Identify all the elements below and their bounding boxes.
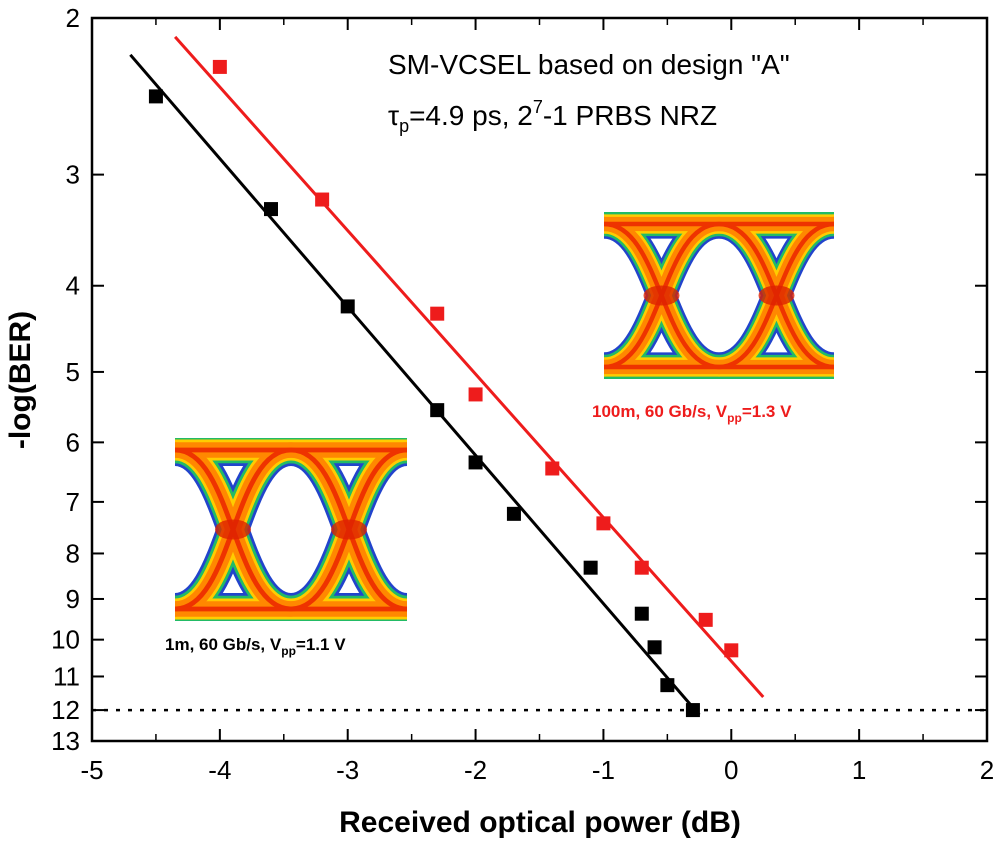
tau-value: =4.9 ps, 2 bbox=[409, 100, 533, 131]
data-point-series-1 bbox=[647, 640, 662, 655]
data-point-series-2 bbox=[468, 387, 483, 402]
x-tick-label: 1 bbox=[852, 755, 866, 785]
x-tick-label: -2 bbox=[464, 755, 487, 785]
tau-symbol: τ bbox=[388, 100, 399, 131]
data-point-series-2 bbox=[698, 612, 713, 627]
fit-line-series-2 bbox=[173, 35, 765, 698]
y-tick-label: 11 bbox=[53, 661, 80, 691]
y-tick-label: 9 bbox=[66, 584, 80, 614]
y-tick-label: 10 bbox=[51, 625, 80, 655]
y-tick-label: 2 bbox=[66, 3, 80, 33]
x-tick-label: 0 bbox=[724, 755, 738, 785]
y-tick-label: 13 bbox=[51, 726, 80, 756]
prbs-exponent: 7 bbox=[533, 97, 543, 117]
data-point-series-1 bbox=[264, 202, 278, 217]
data-point-series-1 bbox=[660, 678, 675, 693]
eye-caption-100m: 100m, 60 Gb/s, Vpp=1.3 V bbox=[592, 402, 792, 425]
data-point-series-1 bbox=[506, 506, 521, 521]
data-point-series-2 bbox=[430, 306, 445, 321]
y-axis-title: -log(BER) bbox=[4, 311, 37, 449]
eye-crossing bbox=[331, 519, 367, 540]
eye-caption-1m: 1m, 60 Gb/s, Vpp=1.1 V bbox=[165, 635, 346, 658]
annotation-title: SM-VCSEL based on design "A" bbox=[388, 49, 790, 80]
prbs-rest: -1 PRBS NRZ bbox=[543, 100, 717, 131]
y-tick-label: 8 bbox=[66, 538, 80, 568]
x-tick-label: -3 bbox=[336, 755, 359, 785]
data-point-series-2 bbox=[596, 516, 611, 531]
y-tick-label: 6 bbox=[66, 427, 80, 457]
data-point-series-2 bbox=[315, 192, 330, 207]
data-point-series-1 bbox=[583, 560, 598, 575]
x-tick-label: -4 bbox=[208, 755, 231, 785]
plot-frame bbox=[90, 16, 989, 743]
eye-diagram-100m bbox=[604, 212, 834, 379]
y-tick-label: 3 bbox=[66, 160, 80, 190]
eye-crossing bbox=[758, 285, 795, 306]
data-point-series-2 bbox=[545, 461, 560, 476]
y-tick-label: 7 bbox=[66, 487, 80, 517]
data-point-series-1 bbox=[685, 703, 700, 718]
eye-crossing bbox=[643, 285, 680, 306]
x-axis-title: Received optical power (dB) bbox=[339, 806, 741, 839]
y-tick-label: 12 bbox=[51, 695, 80, 725]
data-points bbox=[148, 59, 739, 718]
x-tick-label: -1 bbox=[592, 755, 615, 785]
y-tick-label: 5 bbox=[66, 357, 80, 387]
data-point-series-1 bbox=[148, 89, 163, 104]
fit-lines bbox=[129, 35, 765, 716]
eye-diagram-1m bbox=[175, 438, 407, 621]
eye-crossing bbox=[215, 519, 251, 540]
data-point-series-2 bbox=[634, 560, 649, 575]
tau-subscript: p bbox=[399, 116, 409, 136]
annotation-params: τp=4.9 ps, 27-1 PRBS NRZ bbox=[388, 97, 717, 136]
axis-ticks bbox=[91, 17, 988, 742]
y-tick-label: 4 bbox=[66, 271, 80, 301]
fit-line-series-1 bbox=[129, 53, 701, 716]
data-point-series-1 bbox=[634, 606, 649, 621]
data-point-series-2 bbox=[212, 59, 227, 74]
x-tick-label: -5 bbox=[80, 755, 103, 785]
data-point-series-1 bbox=[468, 455, 483, 470]
data-point-series-1 bbox=[340, 299, 355, 314]
x-tick-label: 2 bbox=[980, 755, 994, 785]
data-point-series-2 bbox=[724, 643, 739, 658]
data-point-series-1 bbox=[430, 403, 445, 418]
